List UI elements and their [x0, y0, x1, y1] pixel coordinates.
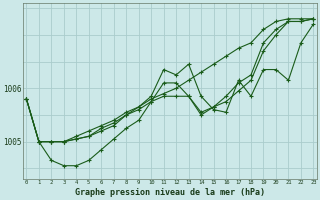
X-axis label: Graphe pression niveau de la mer (hPa): Graphe pression niveau de la mer (hPa): [75, 188, 265, 197]
